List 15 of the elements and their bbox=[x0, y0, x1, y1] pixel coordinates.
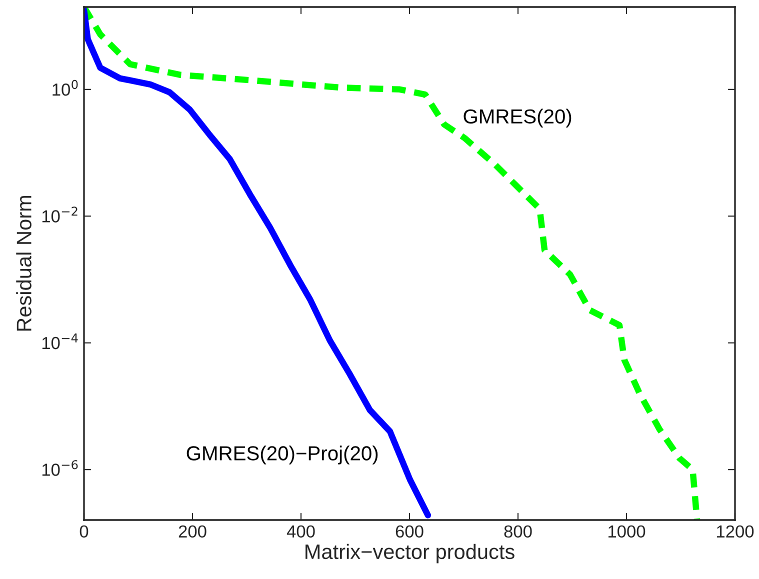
series-label: GMRES(20)−Proj(20) bbox=[186, 446, 378, 464]
x-tick-label: 400 bbox=[286, 525, 315, 538]
y-tick-label: 10$^{−4}$ bbox=[42, 334, 78, 350]
x-tick-label: 200 bbox=[178, 525, 206, 538]
y-tick-label: 10$^{−2}$ bbox=[42, 206, 78, 222]
x-tick-label: 0 bbox=[80, 525, 88, 538]
y-tick-label: 10$^{0}$ bbox=[52, 80, 78, 96]
x-tick-label: 600 bbox=[396, 525, 424, 538]
series-label: GMRES(20) bbox=[464, 108, 572, 128]
y-tick-label: 10$^{−6}$ bbox=[42, 460, 78, 476]
y-axis-title: Residual Norm bbox=[16, 196, 32, 331]
x-tick-label: 800 bbox=[504, 525, 532, 538]
x-axis-title: Matrix−vector products bbox=[306, 544, 514, 564]
x-tick-label: 1200 bbox=[717, 525, 754, 538]
x-tick-label: 1000 bbox=[608, 525, 646, 538]
